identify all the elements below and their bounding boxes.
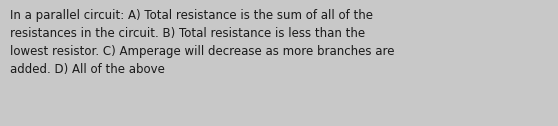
- Text: In a parallel circuit: A) Total resistance is the sum of all of the
resistances : In a parallel circuit: A) Total resistan…: [10, 9, 395, 76]
